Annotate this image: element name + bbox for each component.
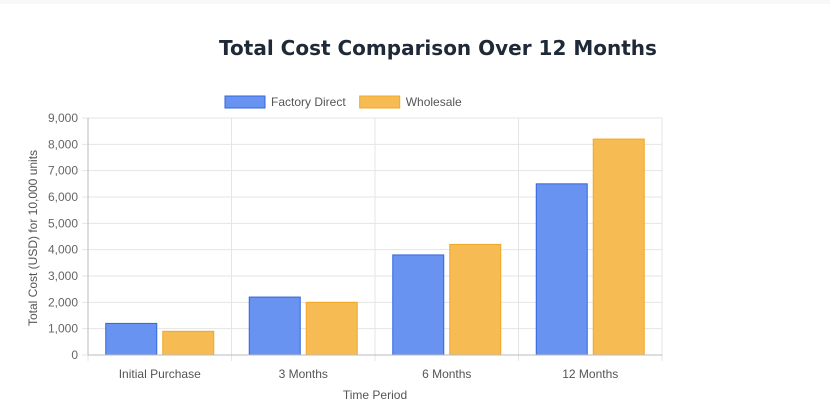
y-tick-label: 2,000 [48,295,78,309]
x-tick-label: 3 Months [279,367,328,381]
top-strip [0,0,830,4]
x-axis-label: Time Period [343,388,407,402]
bar-wholesale [162,330,215,356]
tick-labels: 0 1,000 2,000 3,000 4,000 5,000 6,000 7,000 8,00… [48,111,618,381]
y-axis-label: Total Cost (USD) for 10,000 units [26,150,40,326]
bar-factory-direct [248,296,301,356]
legend-label: Wholesale [406,95,462,109]
chart-title: Total Cost Comparison Over 12 Months [219,36,657,60]
bar-factory-direct [535,183,588,356]
bar-factory-direct [105,322,158,356]
bar-factory-direct [392,254,445,356]
legend-label: Factory Direct [271,95,346,109]
legend: Factory Direct Wholesale [224,95,462,109]
bars [105,138,645,356]
y-tick-label: 5,000 [48,216,78,230]
y-tick-label: 9,000 [48,111,78,125]
y-tick-label: 3,000 [48,269,78,283]
y-tick-label: 7,000 [48,164,78,178]
legend-swatch [359,95,401,109]
legend-swatch [224,95,266,109]
x-tick-label: 6 Months [422,367,471,381]
bar-wholesale [592,138,645,356]
y-tick-label: 8,000 [48,137,78,151]
bar-wholesale [449,243,502,356]
y-tick-label: 0 [71,348,78,362]
x-tick-label: 12 Months [562,367,618,381]
x-tick-label: Initial Purchase [119,367,201,381]
y-tick-label: 6,000 [48,190,78,204]
y-tick-label: 1,000 [48,322,78,336]
y-tick-label: 4,000 [48,243,78,257]
bar-wholesale [305,301,358,356]
axes [87,118,662,356]
